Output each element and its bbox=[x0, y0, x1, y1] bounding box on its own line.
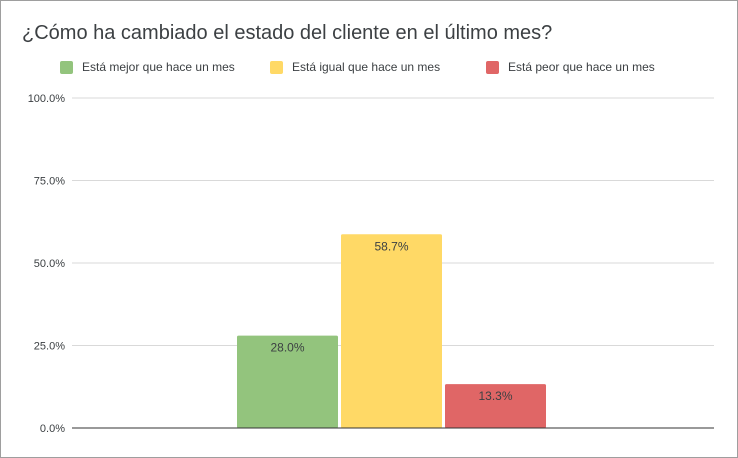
data-label-peor: 13.3% bbox=[478, 389, 512, 403]
legend-swatch-mejor bbox=[60, 60, 73, 74]
chart-title: ¿Cómo ha cambiado el estado del cliente … bbox=[22, 22, 553, 44]
bar-peor bbox=[445, 384, 546, 428]
legend-label-peor: Está peor que hace un mes bbox=[508, 60, 655, 74]
legend-swatch-igual bbox=[270, 60, 283, 74]
legend-item-mejor[interactable]: Está mejor que hace un mes bbox=[60, 60, 235, 74]
legend-label-mejor: Está mejor que hace un mes bbox=[82, 60, 235, 74]
y-tick-label-0: 0.0% bbox=[40, 423, 65, 435]
y-tick-label-3: 75.0% bbox=[34, 176, 65, 188]
y-tick-label-1: 25.0% bbox=[34, 341, 65, 353]
legend-swatch-peor bbox=[486, 60, 499, 74]
legend-item-igual[interactable]: Está igual que hace un mes bbox=[270, 60, 440, 74]
y-tick-label-4: 100.0% bbox=[28, 93, 66, 105]
legend-label-igual: Está igual que hace un mes bbox=[292, 60, 441, 74]
legend-item-peor[interactable]: Está peor que hace un mes bbox=[486, 60, 655, 74]
data-label-igual: 58.7% bbox=[374, 239, 408, 253]
data-label-mejor: 28.0% bbox=[270, 341, 304, 355]
bar-mejor bbox=[237, 335, 338, 428]
chart-legend: Está mejor que hace un mes Está igual qu… bbox=[0, 60, 738, 80]
y-tick-label-2: 50.0% bbox=[34, 258, 65, 270]
bar-igual bbox=[341, 234, 442, 428]
